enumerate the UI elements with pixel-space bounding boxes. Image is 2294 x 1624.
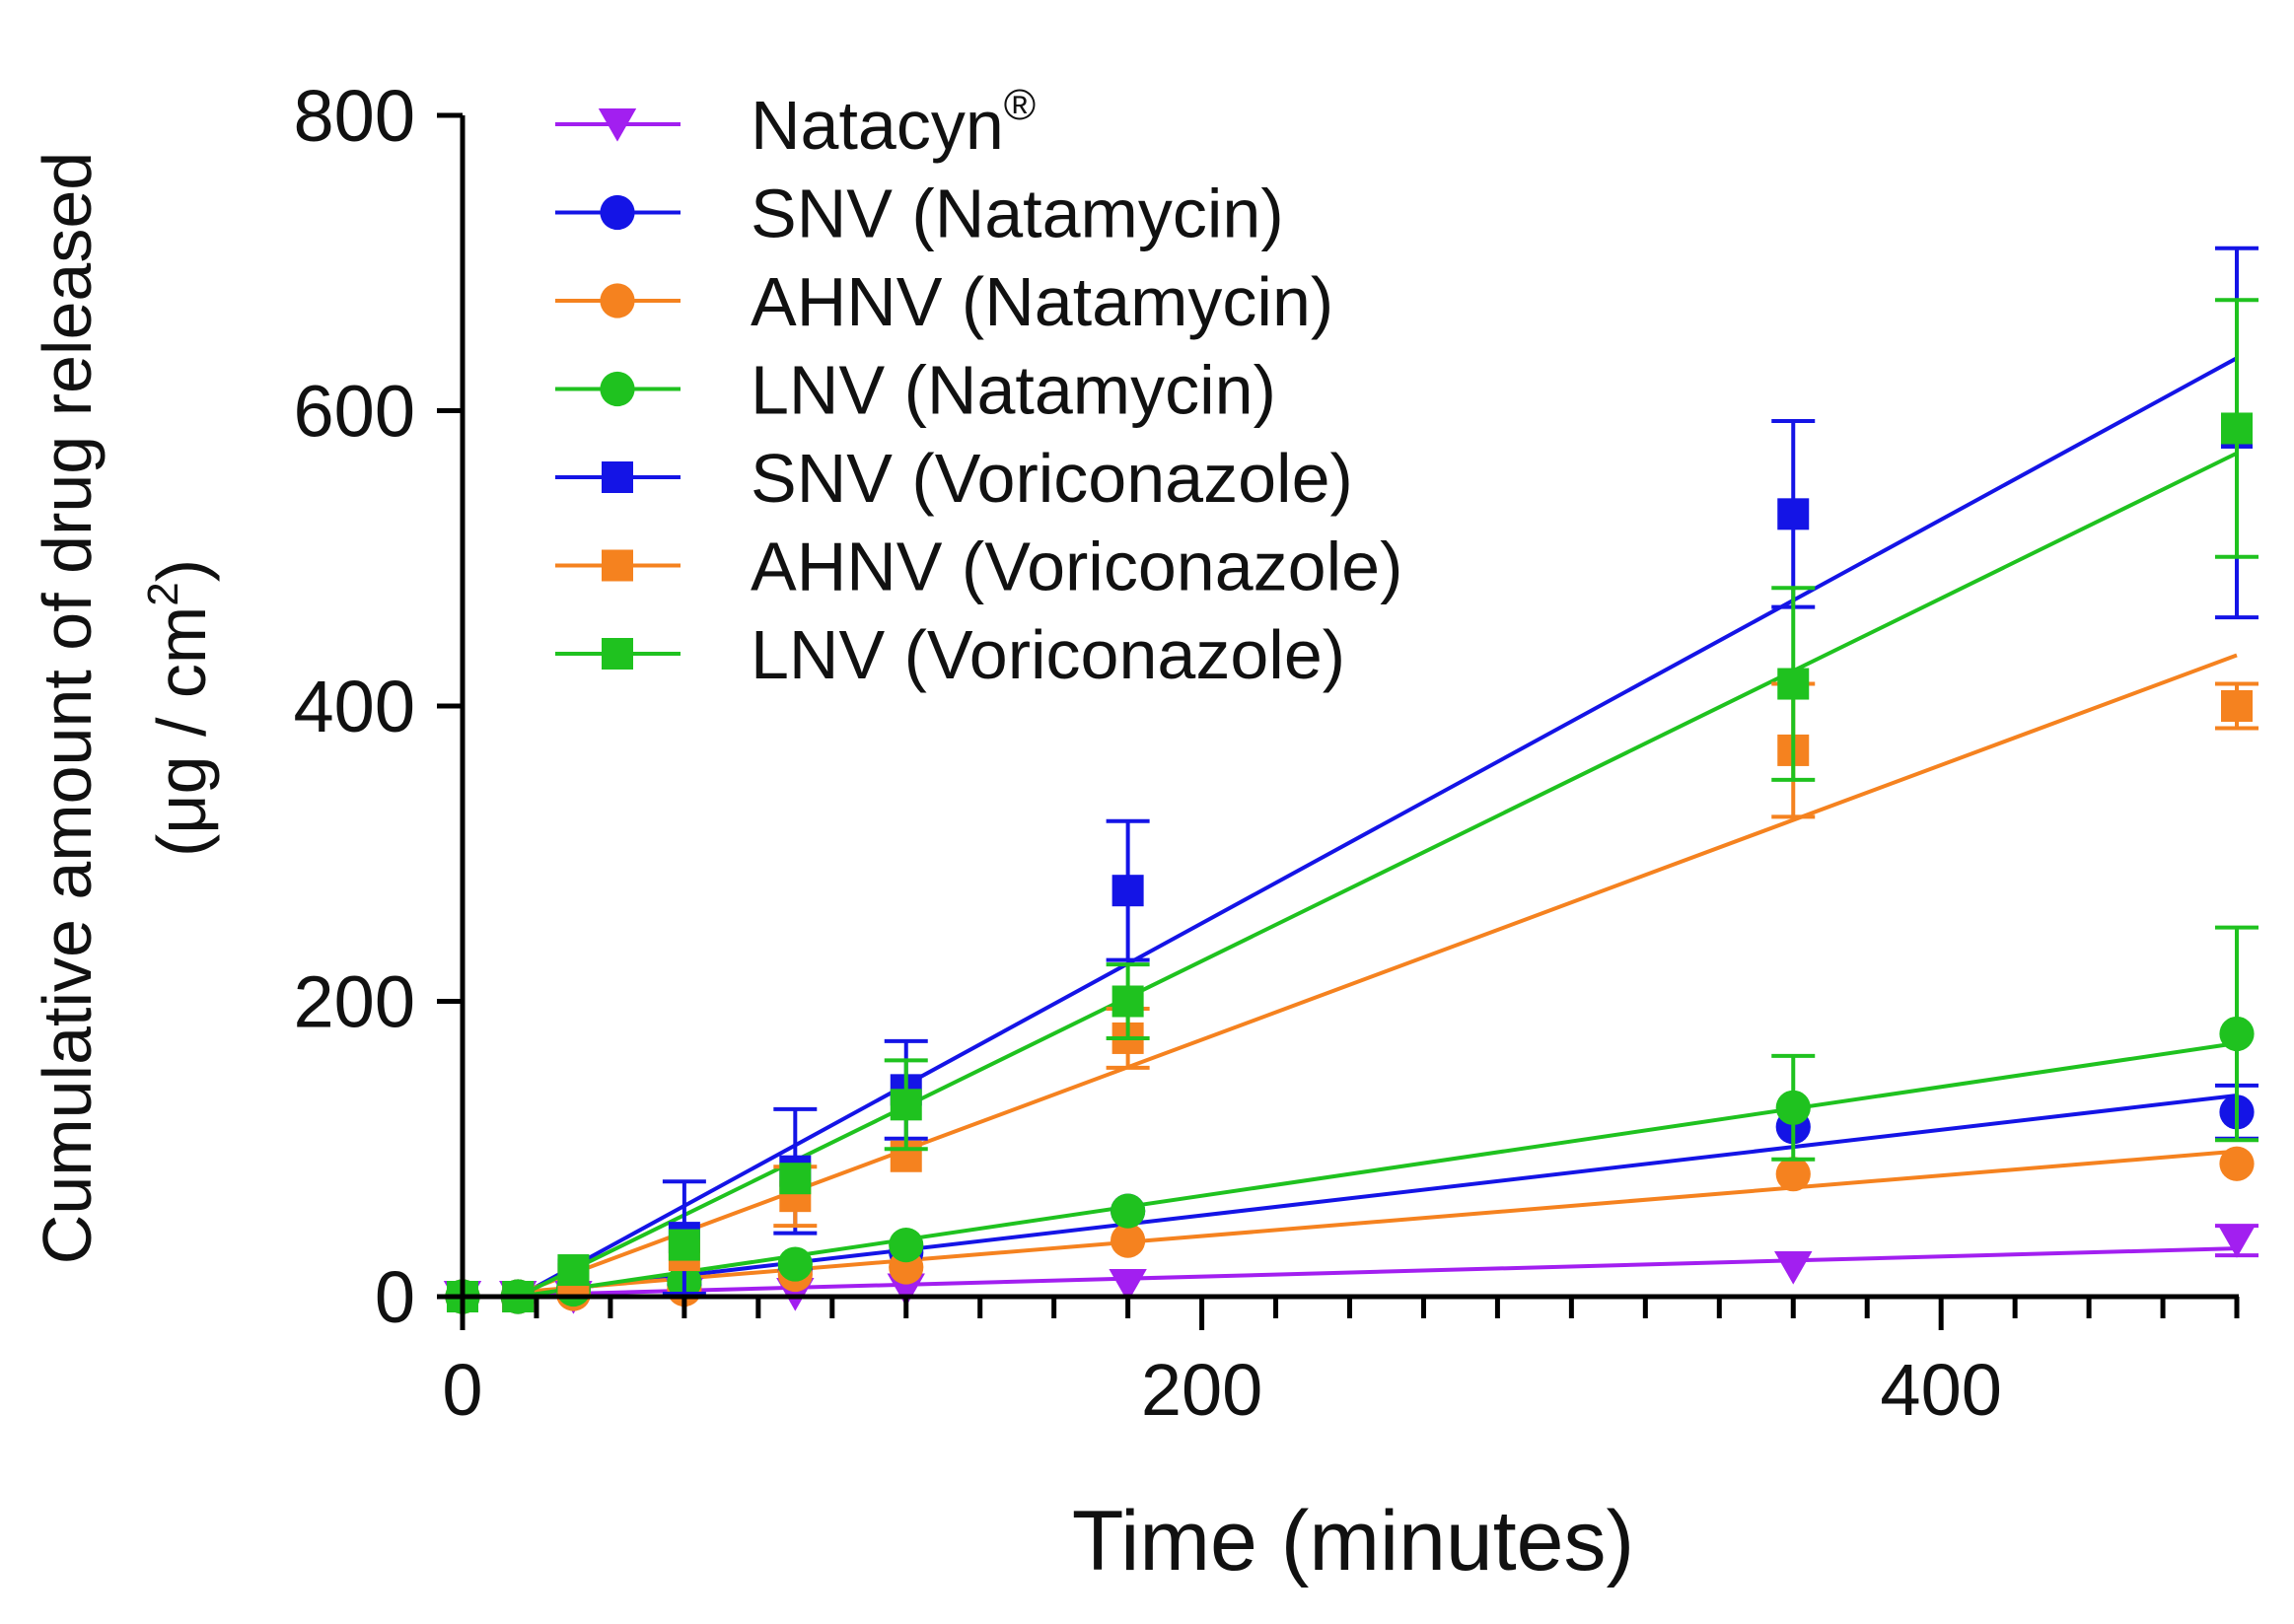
data-points (443, 246, 2258, 1314)
legend-item: AHNV (Voriconazole) (555, 529, 1402, 605)
data-point (777, 1246, 813, 1282)
data-point (1775, 1090, 1811, 1125)
legend-item: AHNV (Natamycin) (555, 263, 1333, 340)
axes: 0 200 400 600 800 0 200 400 (294, 75, 2240, 1431)
data-point (1777, 498, 1810, 530)
y-tick-label: 600 (294, 371, 415, 453)
data-point (2217, 1225, 2257, 1258)
legend-marker-icon (600, 194, 635, 231)
data-point (779, 1163, 812, 1195)
data-point (887, 1273, 925, 1307)
data-point (890, 1089, 922, 1121)
legend-marker-icon (598, 108, 637, 142)
x-tick-label: 200 (1141, 1349, 1262, 1431)
legend-item: Natacyn® (555, 81, 1036, 164)
data-point (1111, 875, 1144, 907)
x-tick-label: 0 (442, 1349, 482, 1431)
legend-label: SNV (Voriconazole) (751, 440, 1353, 517)
data-point (1111, 985, 1144, 1018)
y-tick-label: 400 (294, 666, 415, 747)
data-point (2219, 1146, 2255, 1181)
fit-line (517, 653, 2238, 1296)
y-axis-title-line1: Cumulative amount of drug released (29, 152, 106, 1264)
data-point (1777, 668, 1810, 700)
legend-label-sup: ® (1004, 81, 1036, 129)
data-point (1774, 1251, 1813, 1285)
data-point (2221, 412, 2253, 445)
data-point (1111, 1193, 1146, 1229)
legend-item: SNV (Voriconazole) (555, 440, 1353, 517)
legend-marker-icon (600, 371, 635, 407)
y-tick-label: 200 (294, 961, 415, 1043)
legend-label: Natacyn® (751, 81, 1036, 164)
data-point (557, 1254, 590, 1287)
data-point (889, 1227, 924, 1263)
data-point (1775, 1157, 1811, 1192)
legend-marker-icon (602, 638, 633, 670)
legend: Natacyn® SNV (Natamycin) AHNV (Natamycin) L… (555, 81, 1402, 693)
legend-item: LNV (Voriconazole) (555, 616, 1345, 693)
x-axis-title: Time (minutes) (1072, 1494, 1634, 1589)
legend-label: AHNV (Natamycin) (751, 263, 1333, 340)
legend-marker-icon (600, 283, 635, 318)
x-tick-label: 400 (1880, 1349, 2001, 1431)
fit-line (517, 356, 2238, 1299)
legend-label: SNV (Natamycin) (751, 176, 1284, 252)
data-point (1111, 1223, 1146, 1258)
data-point (1109, 1269, 1147, 1303)
legend-item: LNV (Natamycin) (555, 352, 1276, 429)
legend-marker-icon (602, 549, 633, 582)
data-point (2221, 690, 2253, 722)
data-point (668, 1229, 700, 1261)
y-tick-label: 800 (294, 75, 415, 157)
y-axis-title-line2: (μg / cm2) (139, 559, 220, 857)
legend-label: AHNV (Voriconazole) (751, 529, 1402, 605)
legend-label: LNV (Voriconazole) (751, 616, 1345, 693)
fit-line (517, 1094, 2238, 1297)
legend-label: LNV (Natamycin) (751, 352, 1276, 429)
y-tick-label: 0 (375, 1256, 415, 1338)
legend-item: SNV (Natamycin) (555, 176, 1284, 252)
legend-marker-icon (602, 461, 633, 493)
data-point (2219, 1016, 2255, 1052)
